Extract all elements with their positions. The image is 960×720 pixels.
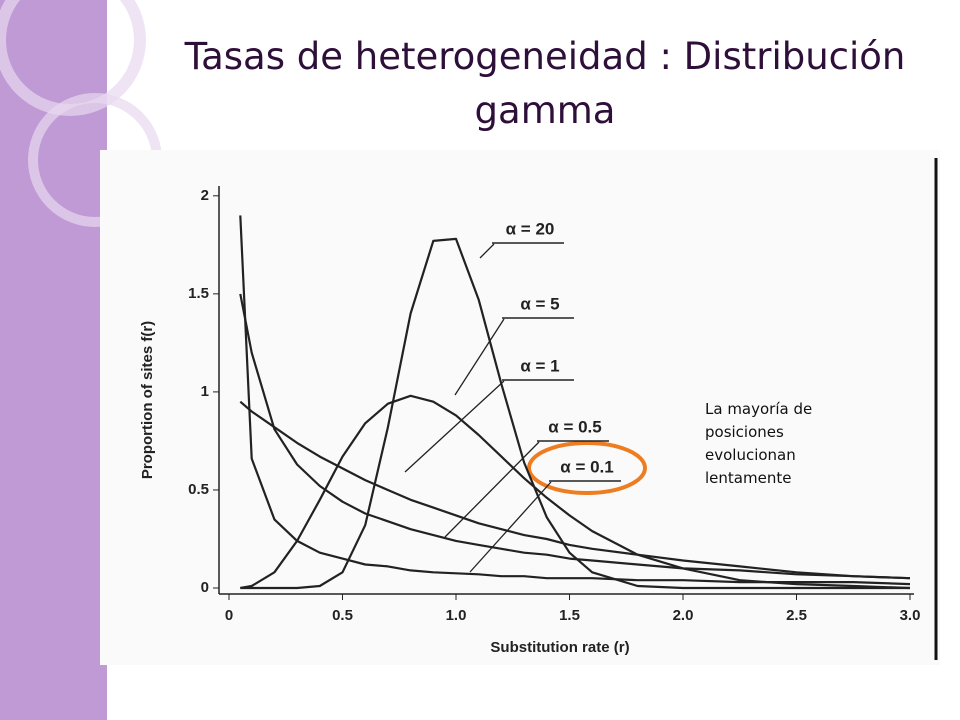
- x-tick-label: 2.5: [786, 607, 807, 624]
- curve: [240, 237, 910, 590]
- x-axis-label: Substitution rate (r): [490, 639, 629, 656]
- y-tick-label: 2: [201, 187, 209, 204]
- x-tick-label: 0.5: [332, 607, 353, 624]
- slide-title: Tasas de heterogeneidad : Distribución g…: [184, 35, 906, 132]
- label-arrow: [444, 441, 540, 538]
- y-tick-label: 0: [201, 579, 209, 596]
- label-arrow: [479, 243, 495, 259]
- label-arrow: [469, 481, 552, 573]
- x-tick-label: 2.0: [673, 607, 694, 624]
- label-arrow: [454, 318, 505, 396]
- label-arrow: [404, 380, 505, 473]
- series-label: α = 5: [520, 294, 559, 313]
- x-tick-label: 3.0: [900, 607, 921, 624]
- curve: [239, 215, 911, 586]
- x-tick-label: 0: [225, 607, 233, 624]
- curve: [239, 293, 911, 580]
- figure-background: [100, 150, 940, 665]
- curve: [240, 394, 911, 590]
- series-label: α = 20: [506, 219, 555, 238]
- series-label: α = 0.1: [560, 457, 613, 476]
- highlight-ellipse: [527, 441, 647, 495]
- y-tick-label: 1: [201, 383, 209, 400]
- x-tick-label: 1.5: [559, 607, 580, 624]
- series-label: α = 0.5: [548, 417, 601, 436]
- x-tick-label: 1.0: [446, 607, 467, 624]
- y-tick-label: 1.5: [188, 285, 209, 302]
- y-axis-label: Proportion of sites f(r): [139, 321, 156, 479]
- curve: [239, 400, 911, 580]
- annotation: La mayoría de posiciones evolucionan len…: [705, 400, 813, 487]
- y-tick-label: 0.5: [188, 481, 209, 498]
- series-label: α = 1: [520, 356, 559, 375]
- decor-circle: [0, 0, 146, 116]
